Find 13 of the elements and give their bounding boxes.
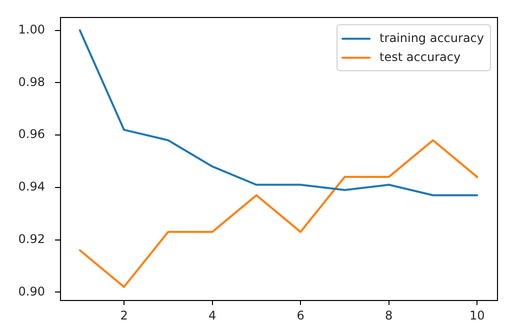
x-tick-label: 10 [469, 308, 485, 322]
legend-label: test accuracy [380, 50, 461, 64]
x-tick-label: 6 [296, 308, 304, 322]
y-tick-label: 1.00 [18, 22, 45, 36]
y-tick-label: 0.90 [18, 284, 45, 298]
x-tick-label: 2 [120, 308, 128, 322]
x-tick-label: 8 [385, 308, 393, 322]
x-tick-label: 4 [208, 308, 216, 322]
y-tick-label: 0.96 [18, 127, 45, 142]
y-tick-label: 0.98 [18, 74, 45, 89]
legend-label: training accuracy [380, 30, 484, 45]
y-tick-label: 0.92 [18, 232, 45, 246]
y-tick-label: 0.94 [18, 180, 45, 194]
